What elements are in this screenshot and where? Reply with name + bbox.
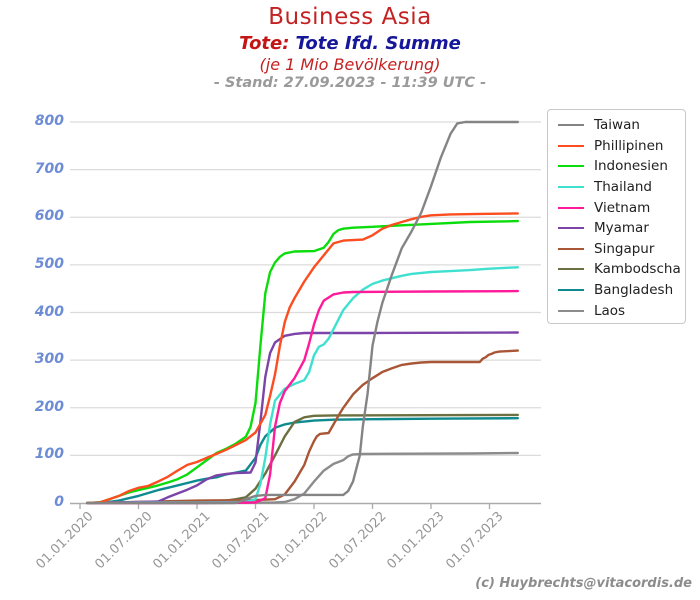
legend-item-kambodscha: Kambodscha	[558, 259, 685, 280]
legend-line-swatch	[558, 227, 584, 230]
y-tick-label-0: 0	[54, 494, 64, 510]
legend-item-singapur: Singapur	[558, 239, 685, 260]
legend-item-laos: Laos	[558, 300, 685, 321]
legend-item-myamar: Myamar	[558, 218, 685, 239]
legend-line-swatch	[558, 186, 584, 189]
legend-line-swatch	[558, 309, 584, 312]
series-line-laos	[86, 451, 519, 505]
chart-timestamp: - Stand: 27.09.2023 - 11:39 UTC -	[213, 75, 487, 91]
legend-line-swatch	[558, 206, 584, 209]
legend-line-swatch	[558, 124, 584, 127]
legend-item-vietnam: Vietnam	[558, 197, 685, 218]
y-tick-label-700: 700	[34, 160, 64, 177]
series-line-kambodscha	[86, 413, 519, 505]
series-line-taiwan	[86, 120, 519, 505]
series-line-indonesien	[86, 219, 519, 505]
legend-line-swatch	[558, 144, 584, 147]
legend-label: Phillipinen	[594, 137, 664, 154]
legend-label: Laos	[594, 302, 626, 319]
page-title: Business Asia	[268, 4, 432, 30]
legend-item-bangladesh: Bangladesh	[558, 280, 685, 301]
legend-label: Singapur	[594, 240, 655, 257]
y-tick-label-500: 500	[34, 255, 64, 272]
y-tick-label-100: 100	[34, 446, 64, 463]
copyright-credit: (c) Huybrechts@vitacordis.de	[475, 576, 692, 591]
legend-box: Taiwan Phillipinen Indonesien Thailand Vietn…	[547, 109, 686, 324]
y-tick-label-600: 600	[34, 208, 64, 225]
legend-label: Kambodscha	[594, 261, 681, 278]
legend-label: Taiwan	[594, 117, 640, 134]
series-line-singapur	[86, 349, 519, 505]
series-line-phillipinen	[86, 212, 519, 505]
legend-line-swatch	[558, 268, 584, 271]
legend-item-taiwan: Taiwan	[558, 115, 685, 136]
legend-label: Indonesien	[594, 158, 668, 175]
subtitle-prefix: Tote:	[239, 33, 290, 54]
series-line-thailand	[86, 266, 519, 505]
subtitle-main: Tote Ifd. Summe	[295, 33, 461, 54]
chart-subtitle: Tote: Tote Ifd. Summe	[0, 33, 700, 54]
legend-label: Bangladesh	[594, 282, 674, 299]
legend-label: Thailand	[594, 179, 652, 196]
y-tick-label-300: 300	[34, 351, 64, 368]
legend-item-phillipinen: Phillipinen	[558, 136, 685, 157]
legend-label: Vietnam	[594, 199, 651, 216]
y-tick-label-400: 400	[34, 303, 64, 320]
legend-item-thailand: Thailand	[558, 177, 685, 198]
y-tick-label-800: 800	[34, 113, 64, 129]
series-line-myamar	[86, 331, 519, 505]
series-line-vietnam	[86, 289, 519, 505]
legend-line-swatch	[558, 289, 584, 292]
legend-line-swatch	[558, 165, 584, 168]
series-line-bangladesh	[86, 417, 519, 505]
chart-subtitle-note: (je 1 Mio Bevölkerung)	[259, 55, 441, 74]
y-tick-label-200: 200	[34, 398, 64, 415]
legend-item-indonesien: Indonesien	[558, 156, 685, 177]
legend-line-swatch	[558, 247, 584, 250]
legend-label: Myamar	[594, 220, 649, 237]
